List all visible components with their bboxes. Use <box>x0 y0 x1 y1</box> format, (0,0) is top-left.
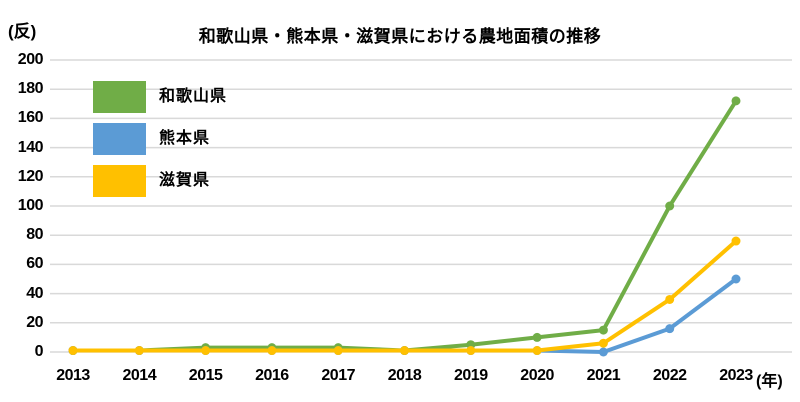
data-point-滋賀県-2020 <box>532 346 542 356</box>
legend-label-滋賀県: 滋賀県 <box>159 172 211 189</box>
x-tick-label: 2021 <box>586 367 621 384</box>
data-point-滋賀県-2018 <box>400 346 409 356</box>
series-line-熊本県 <box>71 277 738 354</box>
data-point-和歌山県-2021 <box>598 325 608 335</box>
y-tick-label: 20 <box>26 313 43 331</box>
x-tick-label: 2018 <box>387 367 422 384</box>
x-tick-label: 2020 <box>520 367 554 384</box>
x-tick-label: 2016 <box>255 367 289 384</box>
y-tick-label: 40 <box>26 284 43 302</box>
x-tick-label: 2019 <box>454 367 488 384</box>
x-tick-label: 2015 <box>188 367 223 384</box>
y-tick-label: 200 <box>17 51 44 68</box>
legend-swatch-和歌山県 <box>93 81 146 113</box>
legend-label-和歌山県: 和歌山県 <box>159 88 228 105</box>
y-tick-label: 160 <box>17 109 44 127</box>
y-tick-label: 140 <box>17 138 44 156</box>
data-point-熊本県-2022 <box>665 324 675 334</box>
data-point-滋賀県-2017 <box>333 346 343 356</box>
y-tick-label: 180 <box>17 80 44 98</box>
legend-swatch-熊本県 <box>93 123 146 155</box>
x-tick-label: 2022 <box>652 367 687 384</box>
data-point-和歌山県-2023 <box>731 96 741 106</box>
data-point-滋賀県-2015 <box>201 346 211 356</box>
x-axis-unit-label: (年) <box>756 373 783 390</box>
legend-label-熊本県: 熊本県 <box>159 130 211 147</box>
y-tick-label: 100 <box>17 197 44 214</box>
legend-swatch-滋賀県 <box>93 165 146 197</box>
y-tick-label: 0 <box>34 343 44 360</box>
y-tick-label: 120 <box>17 167 44 185</box>
data-point-滋賀県-2022 <box>665 294 675 304</box>
x-tick-label: 2023 <box>719 367 753 384</box>
y-tick-label: 60 <box>26 255 43 273</box>
data-point-和歌山県-2022 <box>665 201 675 211</box>
data-point-熊本県-2021 <box>598 347 608 357</box>
data-point-熊本県-2023 <box>731 274 741 284</box>
data-point-滋賀県-2019 <box>466 346 476 356</box>
data-point-滋賀県-2014 <box>134 346 144 356</box>
chart-title: 和歌山県・熊本県・滋賀県における農地面積の推移 <box>198 27 602 46</box>
data-point-滋賀県-2021 <box>598 338 608 348</box>
data-point-滋賀県-2013 <box>68 346 78 356</box>
x-tick-label: 2014 <box>122 367 157 384</box>
x-tick-label: 2017 <box>321 367 355 384</box>
y-tick-label: 80 <box>26 226 43 244</box>
data-point-和歌山県-2020 <box>532 332 542 342</box>
y-axis-unit-label: (反) <box>8 22 37 41</box>
x-tick-label: 2013 <box>56 367 90 384</box>
series-line-滋賀県 <box>71 239 738 353</box>
data-point-滋賀県-2016 <box>267 346 277 356</box>
data-point-滋賀県-2023 <box>731 236 741 246</box>
